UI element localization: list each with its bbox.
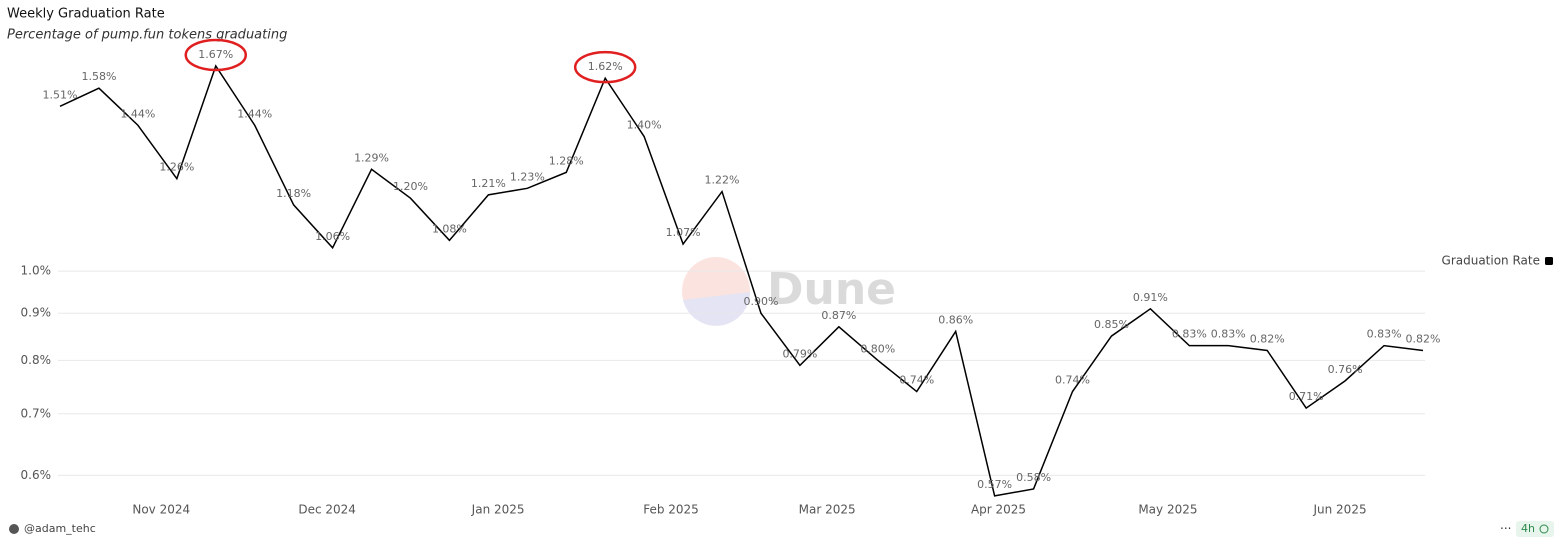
data-label: 0.79%	[782, 347, 817, 360]
data-label: 1.18%	[276, 187, 311, 200]
author-avatar	[9, 524, 19, 534]
x-tick-label: Apr 2025	[971, 503, 1026, 517]
data-label: 1.29%	[354, 151, 389, 164]
watermark-text: Dune	[767, 264, 896, 315]
legend-swatch	[1545, 257, 1553, 265]
y-tick-label: 0.9%	[21, 306, 52, 320]
data-label: 1.08%	[432, 222, 467, 235]
data-label: 1.58%	[81, 70, 116, 83]
data-label: 0.85%	[1094, 318, 1129, 331]
data-label: 0.58%	[1016, 471, 1051, 484]
data-label: 0.80%	[860, 342, 895, 355]
data-label: 1.62%	[588, 60, 623, 73]
watermark: Dune	[682, 257, 896, 326]
data-label: 1.23%	[510, 170, 545, 183]
x-tick-label: Feb 2025	[643, 503, 699, 517]
data-label: 0.74%	[899, 374, 934, 387]
data-label: 0.76%	[1328, 363, 1363, 376]
x-tick-label: Nov 2024	[132, 503, 190, 517]
legend-label: Graduation Rate	[1442, 254, 1540, 268]
data-label: 1.40%	[627, 119, 662, 132]
data-label: 0.71%	[1289, 390, 1324, 403]
watermark-logo	[682, 257, 750, 325]
line	[59, 64, 1424, 497]
menu[interactable]: ···	[1500, 522, 1511, 536]
data-label: 0.74%	[1055, 374, 1090, 387]
chart-title: Weekly Graduation Rate	[7, 7, 165, 22]
data-label: 0.57%	[977, 478, 1012, 491]
data-label: 0.87%	[821, 309, 856, 322]
data-label: 0.82%	[1250, 332, 1285, 345]
x-tick-label: Dec 2024	[298, 503, 356, 517]
y-tick-label: 1.0%	[21, 264, 52, 278]
data-label: 1.67%	[198, 48, 233, 61]
x-tick-label: Jan 2025	[471, 503, 525, 517]
data-label: 1.28%	[549, 154, 584, 167]
x-tick-label: Jun 2025	[1312, 503, 1366, 517]
data-label: 1.51%	[43, 88, 78, 101]
chart-subtitle: Percentage of pump.fun tokens graduating	[7, 28, 287, 43]
watermark-logo	[683, 292, 750, 326]
data-label: 0.82%	[1406, 332, 1441, 345]
data-label: 1.21%	[471, 177, 506, 190]
annotation-circle	[573, 50, 637, 84]
y-tick-label: 0.8%	[21, 353, 52, 367]
data-label: 1.07%	[666, 226, 701, 239]
data-label: 1.26%	[159, 161, 194, 174]
data-label: 1.22%	[705, 174, 740, 187]
y-tick-label: 0.7%	[21, 406, 52, 420]
annotation-circle	[184, 38, 248, 72]
author[interactable]: @adam_tehc	[24, 522, 96, 535]
data-label: 0.91%	[1133, 291, 1168, 304]
data-label: 1.44%	[237, 107, 272, 120]
data-label: 0.83%	[1367, 328, 1402, 341]
x-tick-label: May 2025	[1138, 503, 1197, 517]
age: 4h	[1521, 522, 1535, 535]
x-tick-label: Mar 2025	[799, 503, 856, 517]
age-icon	[1539, 524, 1549, 534]
data-label: 0.86%	[938, 313, 973, 326]
data-label: 1.44%	[120, 107, 155, 120]
data-label: 1.06%	[315, 230, 350, 243]
y-tick-label: 0.6%	[21, 468, 52, 482]
data-label: 0.83%	[1172, 328, 1207, 341]
data-label: 0.83%	[1211, 328, 1246, 341]
data-label: 1.20%	[393, 180, 428, 193]
data-label: 0.90%	[743, 295, 778, 308]
